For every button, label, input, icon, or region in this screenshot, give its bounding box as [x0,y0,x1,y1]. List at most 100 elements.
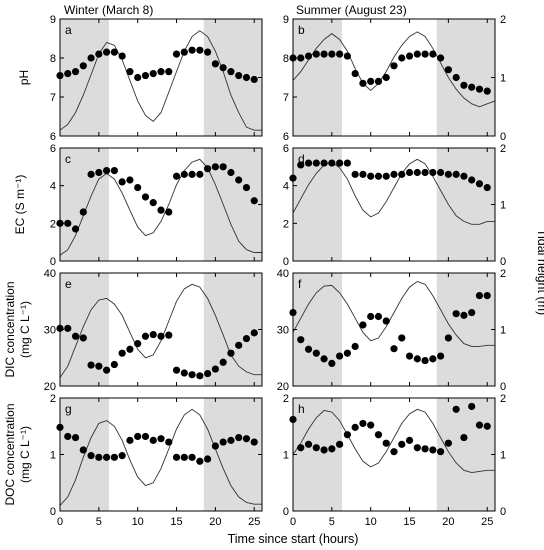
data-point-a [196,46,204,54]
panel-f: f 20 30 40 0 1 2 [277,268,506,393]
panel-letter-a: a [65,23,72,37]
shaded-band-f-1 [436,273,495,386]
y-tick-label-h: 2 [283,393,289,405]
data-point-h [304,440,313,448]
data-point-g [250,438,258,446]
shaded-band-a-0 [60,19,109,136]
data-point-e [211,365,219,373]
data-point-g [242,435,251,443]
data-point-h [483,422,491,430]
data-point-g [110,453,118,461]
data-point-b [336,50,344,58]
data-point-f [328,359,336,367]
data-point-a [64,70,72,78]
y2-tick-label-b: 0 [500,131,506,143]
y-tick-label-g: 0 [50,506,56,518]
y-tick-label-d: 4 [283,181,289,193]
data-point-d [343,159,351,167]
y-tick-label-b: 9 [283,14,289,26]
data-point-b [421,50,429,58]
y-tick-label-e: 30 [44,325,56,337]
shaded-band-h-1 [436,398,495,511]
x-tick-label-g: 5 [96,516,102,528]
x-tick-label-h: 15 [403,516,415,528]
y2-tick-label-h: 2 [500,393,506,405]
panel-letter-h: h [298,402,305,416]
data-point-a [95,50,103,58]
x-tick-label-g: 0 [57,516,63,528]
y2-tick-label-d: 0 [500,256,506,268]
y2-tick-label-b: 2 [500,14,506,26]
data-point-a [180,48,188,56]
data-point-e [118,349,126,357]
data-point-c [64,219,72,227]
data-point-d [359,170,367,178]
y-tick-label-f: 30 [277,325,289,337]
data-point-g [157,435,165,443]
data-point-e [235,341,243,349]
data-point-e [165,331,173,339]
data-point-h [359,419,367,428]
data-point-h [374,431,383,439]
data-point-a [126,68,134,76]
y-tick-label-f: 20 [277,381,289,393]
data-point-b [367,77,375,85]
data-point-b [382,73,390,82]
x-tick-label-h: 0 [290,516,296,528]
y-axis-label-e: DIC concentration(mg C L⁻¹) [3,281,32,377]
x-tick-label-h: 5 [329,516,335,528]
y-axis-label-g: DOC concentration(mg C L⁻¹) [3,403,32,505]
y-axis-label-c: EC (S m⁻¹) [13,175,27,235]
data-point-d [437,168,445,177]
y-tick-label-a: 9 [50,14,56,26]
data-point-f [444,334,452,342]
data-point-e [172,366,181,374]
data-point-h [475,421,484,429]
shaded-band-b-1 [436,19,495,136]
y-tick-label-d: 2 [283,218,289,230]
data-point-f [398,334,406,342]
data-point-e [180,369,188,377]
y-tick-label-c: 2 [50,218,56,230]
data-point-d [475,180,484,188]
data-point-b [328,50,336,58]
data-point-b [297,54,305,62]
data-point-d [405,168,414,177]
data-point-b [475,85,484,93]
data-point-h [429,446,437,454]
data-point-b [437,54,445,62]
data-point-h [367,421,375,429]
data-point-e [126,345,134,353]
data-point-c [165,208,173,216]
data-point-f [351,342,359,351]
data-point-c [149,199,157,207]
y-tick-label-a: 6 [50,131,56,143]
data-point-c [196,170,204,178]
x-tick-label-g: 25 [248,516,260,528]
data-point-d [297,161,305,169]
data-point-a [172,50,181,58]
data-point-g [211,442,219,450]
y2-tick-label-f: 2 [500,268,506,280]
data-point-g [180,453,188,461]
data-point-g [141,432,150,441]
data-point-b [390,62,398,70]
data-point-g [71,433,80,442]
data-point-c [211,163,219,171]
data-point-f [374,312,383,321]
data-point-d [444,170,452,178]
data-point-c [141,193,150,201]
data-point-b [413,50,421,58]
y-tick-label-d: 0 [283,256,289,268]
data-point-h [328,445,336,453]
x-tick-label-g: 20 [209,516,221,528]
shaded-band-g-1 [203,398,262,511]
data-point-f [359,321,367,329]
data-point-c [219,163,227,171]
data-point-d [421,168,429,177]
panel-d: d 0 2 4 6 0 1 2 [283,143,506,268]
panel-letter-b: b [298,23,305,37]
data-point-e [204,369,212,378]
data-point-b [343,52,351,60]
